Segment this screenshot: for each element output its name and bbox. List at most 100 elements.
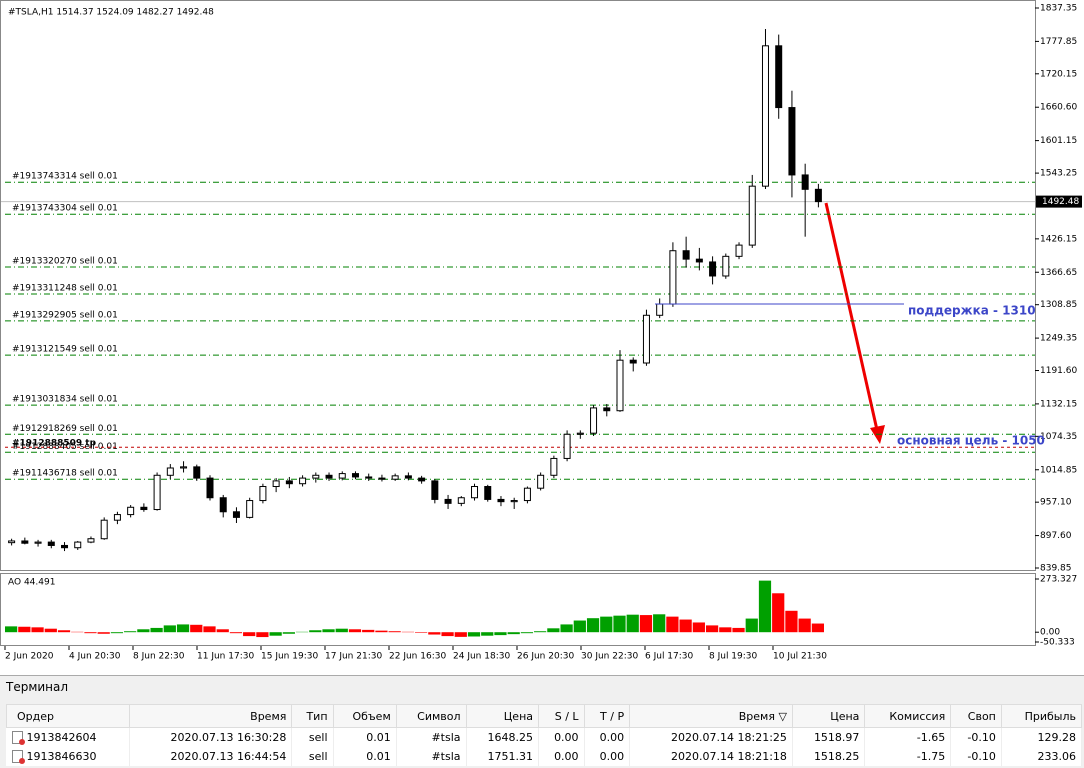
ao-bar xyxy=(389,631,401,632)
candle-body xyxy=(696,259,702,262)
ao-bar xyxy=(534,631,546,632)
ao-bar xyxy=(58,630,70,632)
terminal-title: Терминал xyxy=(6,680,68,694)
cell-text: 1648.25 xyxy=(488,731,534,744)
ao-bar xyxy=(719,627,731,632)
ao-pane xyxy=(1,574,1036,646)
cell-text: 0.01 xyxy=(366,731,391,744)
cell: 0.01 xyxy=(333,747,396,766)
order-label: #1911436718 sell 0.01 xyxy=(12,469,118,479)
cell-text: 2020.07.14 18:21:25 xyxy=(671,731,787,744)
ao-bar xyxy=(521,632,533,633)
ao-bar xyxy=(349,629,361,632)
candle-body xyxy=(723,256,729,276)
candle-body xyxy=(498,499,504,501)
cell: 1648.25 xyxy=(466,728,539,748)
order-label: #1912918269 sell 0.01 xyxy=(12,424,118,434)
ao-bar xyxy=(31,627,43,632)
ao-bar xyxy=(560,624,572,632)
cell-text: 129.28 xyxy=(1038,731,1077,744)
candle-body xyxy=(392,476,398,479)
candle-body xyxy=(88,539,94,542)
ao-bar xyxy=(785,611,797,632)
candle-body xyxy=(114,515,120,521)
cell: sell xyxy=(292,728,333,748)
cell-text: 2020.07.13 16:30:28 xyxy=(170,731,286,744)
candle-body xyxy=(749,186,755,245)
order-icon xyxy=(12,731,23,744)
candle-body xyxy=(802,175,808,189)
candle-body xyxy=(128,507,134,514)
order-label: #1913743314 sell 0.01 xyxy=(12,172,118,182)
cell: -1.65 xyxy=(865,728,951,748)
ao-bar xyxy=(137,629,149,632)
ao-bar xyxy=(362,630,374,632)
candle-body xyxy=(273,481,279,487)
ao-bar xyxy=(415,632,427,633)
column-header: Символ xyxy=(396,705,466,728)
y-tick-label: 1308.85 xyxy=(1040,300,1077,310)
candle-body xyxy=(710,262,716,276)
cell-text: -0.10 xyxy=(967,750,995,763)
column-header: Ордер xyxy=(7,705,130,728)
candle-body xyxy=(524,488,530,500)
cell: 2020.07.13 16:30:28 xyxy=(129,728,292,748)
cell-text: 1518.97 xyxy=(814,731,860,744)
candle-body xyxy=(233,512,239,518)
candle-body xyxy=(9,541,15,543)
ao-bar xyxy=(150,628,162,632)
cell: 1518.25 xyxy=(792,747,865,766)
ao-bar xyxy=(203,626,215,632)
candle-body xyxy=(445,499,451,503)
ao-bar xyxy=(746,619,758,633)
candle-body xyxy=(670,251,676,304)
ao-bar xyxy=(309,630,321,632)
column-header: Комиссия xyxy=(865,705,951,728)
candle-body xyxy=(35,542,41,543)
cell-text: -1.65 xyxy=(917,731,945,744)
ao-tick-label: 0.00 xyxy=(1040,628,1060,638)
candle-body xyxy=(643,315,649,363)
candle-body xyxy=(789,108,795,175)
y-tick-label: 1014.85 xyxy=(1040,465,1077,475)
candle-body xyxy=(48,542,54,545)
cell-text: sell xyxy=(309,731,328,744)
candle-body xyxy=(538,475,544,488)
cell-text: 2020.07.14 18:21:18 xyxy=(671,750,787,763)
ao-bar xyxy=(256,632,268,637)
ao-bar xyxy=(441,632,453,636)
ao-bar xyxy=(45,629,57,633)
candle-body xyxy=(300,478,306,484)
cell-text: 0.00 xyxy=(554,750,579,763)
cell-text: 1518.25 xyxy=(814,750,860,763)
y-tick-label: 1191.60 xyxy=(1040,366,1077,376)
y-tick-label: 1660.60 xyxy=(1040,103,1077,113)
chart-header: #TSLA,H1 1514.37 1524.09 1482.27 1492.48 xyxy=(8,8,214,18)
y-tick-label: 1777.85 xyxy=(1040,37,1077,47)
y-tick-label: 1720.15 xyxy=(1040,69,1077,79)
candle-body xyxy=(617,360,623,411)
cell: 2020.07.14 18:21:25 xyxy=(630,728,793,748)
y-tick-label: 1132.15 xyxy=(1040,399,1077,409)
cell: 0.00 xyxy=(584,728,630,748)
candle-body xyxy=(432,481,438,500)
x-tick-label: 8 Jul 19:30 xyxy=(709,652,758,662)
ao-bar xyxy=(600,617,612,633)
cell-text: 1913842604 xyxy=(27,731,97,744)
candle-body xyxy=(22,541,28,543)
ao-bar xyxy=(84,632,96,633)
x-tick-label: 17 Jun 21:30 xyxy=(325,652,382,662)
candle-body xyxy=(247,501,253,518)
ao-bar xyxy=(653,614,665,632)
x-tick-label: 8 Jun 22:30 xyxy=(133,652,185,662)
column-header: S / L xyxy=(539,705,585,728)
column-header: T / P xyxy=(584,705,630,728)
candle-body xyxy=(141,507,147,509)
order-label: #1913031834 sell 0.01 xyxy=(12,395,118,405)
cell: 2020.07.14 18:21:18 xyxy=(630,747,793,766)
candle-body xyxy=(551,458,557,475)
candle-body xyxy=(630,360,636,363)
